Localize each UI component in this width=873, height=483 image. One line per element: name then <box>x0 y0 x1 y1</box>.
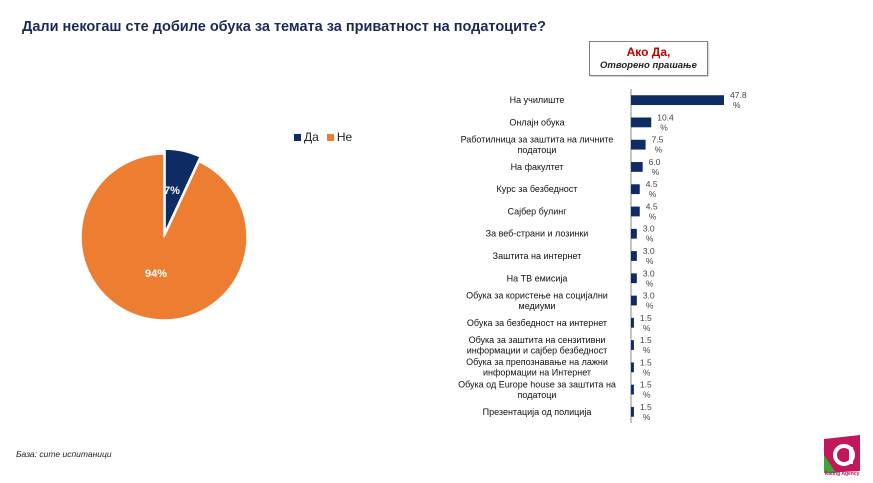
pie-legend: Да Не <box>294 130 352 144</box>
legend-swatch-da <box>294 133 301 141</box>
category-label: За веб-страни и лозинки <box>486 229 589 239</box>
bar <box>631 384 634 395</box>
category-label: податоци <box>518 145 557 155</box>
bar <box>631 117 652 128</box>
bar-value-unit: % <box>655 145 663 155</box>
note-line1: Ако Да, <box>626 45 671 59</box>
category-label: Онлајн обука <box>509 117 564 127</box>
bar-value-label: 1.5 <box>640 313 652 323</box>
bar-value-label: 1.5 <box>640 335 652 345</box>
bar <box>631 317 634 328</box>
bar <box>631 228 637 239</box>
category-label: Заштита на интернет <box>493 251 582 261</box>
category-label: Обука за користење на социјални <box>466 290 608 300</box>
category-label: Обука за безбедност на интернет <box>467 318 607 328</box>
bar-value-label: 10.4 <box>657 112 674 122</box>
category-label: медиуми <box>519 301 556 311</box>
bar-value-label: 4.5 <box>646 179 658 189</box>
bar-value-label: 3.0 <box>643 291 655 301</box>
category-label: информации и сајбер безбедност <box>467 345 608 355</box>
pie-slice-da <box>164 148 202 233</box>
base-note: База: сите испитаници <box>16 449 112 459</box>
logo-text: Rating Agency <box>824 471 860 477</box>
bar-value-unit: % <box>643 345 651 355</box>
bar-value-label: 4.5 <box>646 201 658 211</box>
category-label: На училиште <box>510 95 565 105</box>
bar-value-unit: % <box>649 211 657 221</box>
category-label: Обука за заштита на сензитивни <box>469 335 606 345</box>
category-label: На факултет <box>511 162 564 172</box>
bar <box>631 184 640 195</box>
legend-label-ne: Не <box>336 130 353 144</box>
bar-value-unit: % <box>646 301 654 311</box>
pie-slice-ne <box>80 153 248 321</box>
bar-value-label: 47.8 <box>730 90 747 100</box>
pie-value-label: 7% <box>164 185 180 197</box>
bar-value-label: 7.5 <box>652 135 664 145</box>
bar-value-unit: % <box>660 122 668 132</box>
bar <box>631 362 634 373</box>
category-label: Обука за препознавање на лажни <box>466 357 608 367</box>
bar-value-unit: % <box>643 390 651 400</box>
bar-value-unit: % <box>649 189 657 199</box>
bar <box>631 295 637 306</box>
bar-value-label: 6.0 <box>649 157 661 167</box>
bar-value-unit: % <box>643 367 651 377</box>
bar-value-unit: % <box>652 167 660 177</box>
bar <box>631 139 646 150</box>
note-box: Ако Да, Отворено прашање <box>589 41 708 76</box>
pie-value-label: 94% <box>145 268 167 280</box>
bar-value-label: 3.0 <box>643 268 655 278</box>
bar-value-label: 3.0 <box>643 224 655 234</box>
note-line2: Отворено прашање <box>600 60 697 71</box>
bar <box>631 340 634 350</box>
page-title: Дали некогаш сте добиле обука за темата … <box>22 19 547 35</box>
bar-value-label: 1.5 <box>640 402 652 412</box>
category-label: Обука од Europe house за заштита на <box>458 379 616 389</box>
bar-value-unit: % <box>646 278 654 288</box>
bar <box>631 95 724 106</box>
category-label: Работилница за заштита на личните <box>461 134 614 144</box>
bar-value-label: 1.5 <box>640 380 652 390</box>
bar-value-label: 3.0 <box>643 246 655 256</box>
bar-value-unit: % <box>643 323 651 333</box>
legend-label-da: Да <box>304 130 319 144</box>
bar-value-unit: % <box>643 412 651 422</box>
bar-value-unit: % <box>646 234 654 244</box>
bar <box>631 162 643 172</box>
legend-item-da: Да <box>294 130 319 144</box>
bar <box>631 251 637 261</box>
legend-item-ne: Не <box>326 130 353 144</box>
category-label: Курс за безбедност <box>497 184 578 194</box>
bar-value-unit: % <box>646 256 654 266</box>
category-label: податоци <box>518 390 557 400</box>
category-label: информации на Интернет <box>483 368 591 378</box>
legend-swatch-ne <box>326 133 334 141</box>
bar <box>631 273 637 284</box>
bar-value-label: 1.5 <box>640 357 652 367</box>
category-label: Сајбер булинг <box>508 206 568 216</box>
category-label: Презентација од полиција <box>483 407 592 417</box>
rating-agency-logo-icon <box>824 435 860 473</box>
bar <box>631 206 640 217</box>
bar-value-unit: % <box>733 100 741 110</box>
bar <box>631 406 634 417</box>
category-label: На ТВ емисија <box>507 273 568 283</box>
